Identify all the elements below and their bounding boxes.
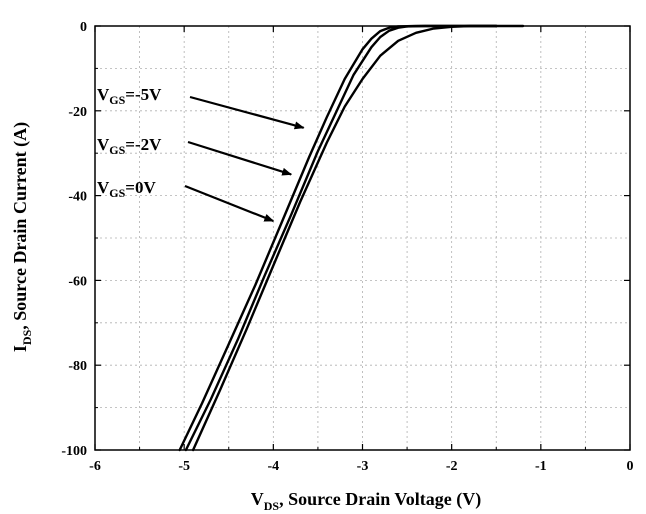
- x-tick-label: -3: [357, 459, 369, 474]
- annotation-arrow: [184, 184, 275, 223]
- annotation-arrow: [189, 95, 305, 130]
- x-axis-title: VDS, Source Drain Voltage (V): [251, 489, 482, 513]
- y-tick-label: -80: [68, 359, 87, 374]
- annotation-label: VGS=-2V: [97, 135, 162, 157]
- annotation-label: VGS=-5V: [97, 85, 162, 107]
- y-tick-label: -100: [61, 444, 87, 459]
- y-tick-label: -40: [68, 190, 87, 205]
- axes: -6 -5 -4 -3 -2 -1 00-20-40-60-80-100: [61, 20, 633, 474]
- x-tick-label: -2: [446, 459, 458, 474]
- series-line: [191, 24, 525, 452]
- y-tick-label: -60: [68, 274, 87, 289]
- x-tick-label: -5: [178, 459, 190, 474]
- annotation-label: VGS=0V: [97, 178, 156, 200]
- y-tick-label: 0: [80, 20, 87, 35]
- x-tick-label: -1: [535, 459, 547, 474]
- x-tick-label: 0: [627, 459, 634, 474]
- x-tick-label: -4: [267, 459, 279, 474]
- y-tick-label: -20: [68, 105, 87, 120]
- annotation-arrow: [187, 140, 293, 176]
- y-axis-title: IDS, Source Drain Current (A): [10, 122, 34, 352]
- grid: [95, 26, 630, 450]
- series-line: [178, 24, 498, 452]
- x-tick-label: -6: [89, 459, 101, 474]
- annotations: VGS=-5V VGS=-2V VGS=0V: [97, 85, 305, 223]
